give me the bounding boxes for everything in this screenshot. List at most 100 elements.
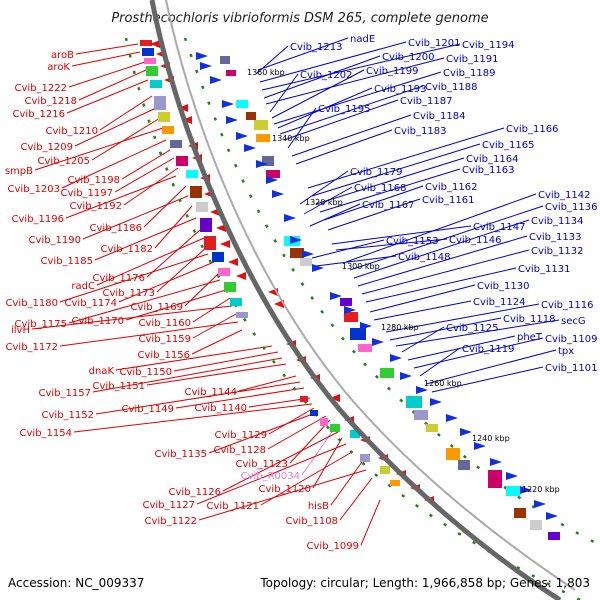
gene-label-left: Cvib_1150 — [120, 367, 172, 378]
gene-feature-block — [162, 126, 174, 134]
gene-label-left: Cvib_1152 — [42, 410, 94, 421]
gene-arrow-forward — [182, 116, 192, 124]
gene-feature-block — [150, 80, 162, 88]
gene-feature-block — [320, 418, 328, 426]
leader-line — [311, 143, 481, 197]
leader-line — [353, 219, 530, 279]
gene-label-left: Cvib_1196 — [12, 214, 64, 225]
gene-arrow-reverse — [400, 372, 412, 380]
gene-label-right: Cvib_1125 — [446, 323, 498, 334]
gene-feature-block — [350, 430, 360, 438]
leader-line — [309, 203, 361, 227]
leader-line — [295, 129, 393, 165]
leader-line — [125, 289, 227, 321]
gene-label-left: Cvib_1121 — [207, 501, 259, 512]
gene-feature-block — [154, 96, 166, 110]
leader-line — [271, 69, 365, 119]
leader-line — [59, 253, 209, 303]
gene-arrow-reverse — [520, 486, 532, 494]
leader-line — [315, 255, 397, 267]
gene-label-left: Cvib_1173 — [103, 288, 155, 299]
gene-arrow-reverse — [302, 250, 314, 258]
kbp-tick-label: 1360 kbp — [247, 68, 285, 77]
leader-line — [198, 469, 367, 521]
gene-feature-block — [256, 134, 270, 142]
gene-label-right: Cvib_1136 — [545, 202, 597, 213]
kbp-tick-label: 1240 kbp — [472, 434, 510, 443]
leader-line — [263, 55, 381, 99]
gene-label-left: Cvib_1170 — [72, 316, 124, 327]
gene-feature-block — [170, 140, 182, 148]
leader-line — [265, 57, 445, 105]
gene-arrow-reverse — [372, 338, 384, 346]
leader-line — [315, 157, 465, 205]
gene-label-left: Cvib_1144 — [185, 387, 237, 398]
kbp-tick-label: 1280 kbp — [381, 323, 419, 332]
leader-line — [287, 107, 317, 149]
gene-label-left: Cvib_1126 — [169, 487, 221, 498]
gene-label-right: Cvib_1131 — [518, 264, 570, 275]
gene-feature-block — [458, 460, 470, 470]
genome-summary-text: Topology: circular; Length: 1,966,858 bp… — [259, 576, 590, 590]
leader-line — [192, 313, 237, 339]
gene-feature-block — [186, 170, 198, 178]
gene-label-left: aroK — [47, 62, 70, 73]
gene-feature-block — [390, 480, 400, 486]
gene-feature-block — [406, 396, 422, 408]
gene-label-left: Cvib_1185 — [41, 256, 93, 267]
gene-label-left: Cvib_1156 — [138, 350, 190, 361]
gene-label-right: Cvib_1109 — [545, 334, 597, 345]
leader-line — [173, 351, 279, 372]
gene-feature-block — [340, 298, 352, 306]
leader-line — [361, 249, 530, 295]
leader-line — [118, 261, 215, 303]
gene-label-left: Cvib_1192 — [70, 201, 122, 212]
gene-arrow-reverse — [546, 512, 558, 520]
gene-label-right: Cvib_1202 — [300, 70, 352, 81]
gene-label-right: Cvib_1201 — [408, 38, 460, 49]
gene-arrow-reverse — [506, 472, 518, 480]
leader-line — [68, 279, 221, 324]
gene-label-right: Cvib_1134 — [531, 216, 583, 227]
leader-line — [289, 419, 331, 464]
gene-label-left: Cvib_1180 — [6, 298, 58, 309]
gene-feature-block — [176, 156, 188, 166]
gene-label-left: Cvib_1216 — [13, 109, 65, 120]
gene-label-left: Cvib_1159 — [139, 334, 191, 345]
gene-label-right: Cvib_1184 — [413, 111, 465, 122]
leader-line — [123, 167, 179, 206]
gene-label-right: Cvib_1147 — [473, 222, 525, 233]
gene-label-right: Cvib_1213 — [290, 42, 342, 53]
gene-label-right: Cvib_1162 — [425, 182, 477, 193]
gene-label-right: Cvib_1119 — [462, 344, 514, 355]
leader-line — [261, 43, 461, 91]
leader-line — [114, 157, 175, 193]
leader-line — [66, 79, 149, 114]
gene-label-right: Cvib_1146 — [449, 235, 501, 246]
leader-line — [323, 185, 424, 221]
gene-feature-block — [344, 312, 358, 322]
leader-line — [331, 225, 472, 245]
gene-arrow-reverse — [272, 190, 284, 198]
gene-arrow-reverse — [312, 264, 324, 272]
gene-label-right: Cvib_1163 — [462, 165, 514, 176]
gene-label-left: Cvib_1135 — [155, 449, 207, 460]
gene-feature-block — [254, 120, 268, 130]
gene-label-left: Cvib_1128 — [214, 445, 266, 456]
inner-tick-arc — [183, 37, 600, 547]
accession-text: Accession: NC_009337 — [8, 576, 144, 590]
gene-label-right: Cvib_1164 — [466, 154, 518, 165]
gene-feature-block — [190, 186, 202, 198]
leader-line — [248, 397, 311, 408]
gene-label-left: Cvib_1176 — [93, 273, 145, 284]
leader-line — [385, 303, 540, 333]
gene-label-right: Cvib_1200 — [382, 52, 434, 63]
gene-label-right: Cvib_1189 — [443, 68, 495, 79]
gene-label-left: Cvib_1123 — [236, 459, 288, 470]
gene-label-right: Cvib_1166 — [506, 124, 558, 135]
gene-feature-block — [548, 532, 560, 540]
gene-arrow-reverse — [244, 144, 256, 152]
gene-feature-block — [262, 156, 274, 166]
gene-label-right: Cvib_1161 — [422, 195, 474, 206]
